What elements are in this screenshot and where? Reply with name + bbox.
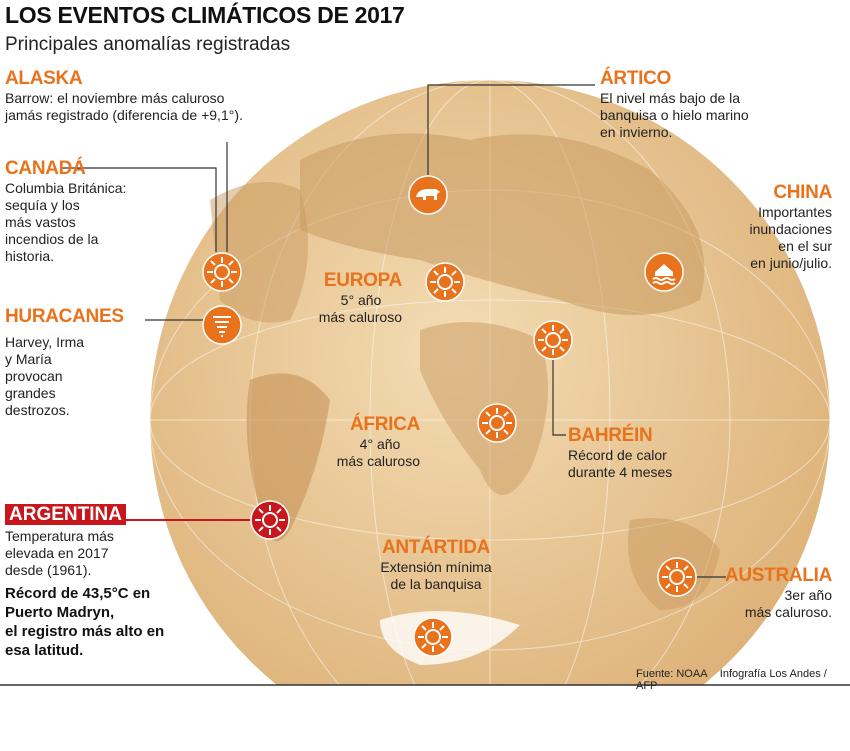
event-text: elevada en 2017 bbox=[5, 545, 109, 561]
event-africa: ÁFRICA 4° año más caluroso bbox=[300, 414, 421, 470]
sun-icon bbox=[533, 320, 573, 360]
polar-bear-icon bbox=[408, 175, 448, 215]
sun-icon bbox=[477, 403, 517, 443]
event-text: inundaciones bbox=[749, 221, 832, 237]
event-text: y María bbox=[5, 351, 52, 367]
flood-icon bbox=[644, 252, 684, 292]
footer-credits: Fuente: NOAA Infografía Los Andes / AFP bbox=[636, 668, 850, 692]
event-china: CHINA Importantes inundaciones en el sur… bbox=[749, 182, 832, 272]
event-text: destrozos. bbox=[5, 402, 70, 418]
event-antartida: ANTÁRTIDA Extensión mínima de la banquis… bbox=[366, 537, 506, 593]
event-title: ALASKA bbox=[5, 68, 83, 89]
event-text: en invierno. bbox=[600, 124, 673, 140]
event-title: EUROPA bbox=[323, 270, 402, 291]
event-title: HURACANES bbox=[5, 306, 124, 327]
event-title: BAHRÉIN bbox=[568, 425, 653, 446]
event-text: 5° año bbox=[340, 292, 382, 308]
event-australia: AUSTRALIA 3er año más caluroso. bbox=[725, 565, 832, 621]
event-text: 3er año bbox=[784, 587, 832, 603]
event-huracanes: HURACANES Harvey, Irma y María provocan … bbox=[5, 306, 124, 419]
event-text: jamás registrado (diferencia de +9,1°). bbox=[5, 107, 243, 123]
event-title: ÁRTICO bbox=[600, 68, 672, 89]
event-highlight: Récord de 43,5°C en bbox=[5, 585, 151, 602]
event-text: Extensión mínima bbox=[380, 559, 492, 575]
event-text: en junio/julio. bbox=[750, 255, 832, 271]
event-title: ÁFRICA bbox=[350, 414, 420, 435]
event-text: grandes bbox=[5, 385, 56, 401]
event-text: Columbia Británica: bbox=[5, 180, 127, 196]
page-subtitle: Principales anomalías registradas bbox=[5, 34, 291, 55]
sun-icon bbox=[425, 262, 465, 302]
event-alaska: ALASKA Barrow: el noviembre más caluroso… bbox=[5, 68, 243, 124]
event-highlight: el registro más alto en bbox=[5, 623, 165, 640]
event-highlight: esa latitud. bbox=[5, 642, 84, 659]
event-title: CANADÁ bbox=[5, 158, 86, 179]
event-text: Récord de calor bbox=[568, 447, 667, 463]
event-highlight: Puerto Madryn, bbox=[5, 604, 115, 621]
event-text: historia. bbox=[5, 248, 55, 264]
event-europa: EUROPA 5° año más caluroso bbox=[300, 270, 403, 326]
source-text: Fuente: NOAA bbox=[636, 668, 708, 680]
event-artico: ÁRTICO El nivel más bajo de la banquisa … bbox=[600, 68, 749, 141]
event-text: de la banquisa bbox=[390, 576, 482, 592]
event-argentina: ARGENTINA Temperatura más elevada en 201… bbox=[5, 504, 164, 660]
event-text: sequía y los bbox=[5, 197, 80, 213]
event-text: más caluroso. bbox=[744, 604, 832, 620]
event-title: ARGENTINA bbox=[5, 504, 126, 525]
sun-icon bbox=[657, 557, 697, 597]
argentina-sun-icon bbox=[250, 500, 290, 540]
event-text: durante 4 meses bbox=[568, 464, 673, 480]
event-canada: CANADÁ Columbia Británica: sequía y los … bbox=[5, 158, 126, 265]
event-text: más vastos bbox=[5, 214, 76, 230]
event-text: incendios de la bbox=[5, 231, 99, 247]
event-title: ANTÁRTIDA bbox=[381, 537, 491, 558]
event-text: desde (1961). bbox=[5, 562, 92, 578]
sun-icon bbox=[202, 252, 242, 292]
event-text: 4° año bbox=[359, 436, 401, 452]
event-text: en el sur bbox=[778, 238, 832, 254]
event-text: Barrow: el noviembre más caluroso bbox=[5, 90, 225, 106]
event-text: banquisa o hielo marino bbox=[600, 107, 749, 123]
credit-text: Infografía Los Andes / AFP bbox=[636, 668, 827, 692]
sun-icon bbox=[413, 617, 453, 657]
event-text: más caluroso bbox=[336, 453, 420, 469]
event-title: AUSTRALIA bbox=[724, 565, 832, 586]
event-text: El nivel más bajo de la bbox=[600, 90, 741, 106]
page-title: LOS EVENTOS CLIMÁTICOS DE 2017 bbox=[5, 2, 405, 28]
event-title: CHINA bbox=[773, 182, 832, 203]
event-text: Temperatura más bbox=[5, 528, 114, 544]
event-text: Harvey, Irma bbox=[5, 334, 85, 350]
event-text: provocan bbox=[5, 368, 63, 384]
event-text: Importantes bbox=[758, 204, 832, 220]
event-text: más caluroso bbox=[318, 309, 402, 325]
event-bahrein: BAHRÉIN Récord de calor durante 4 meses bbox=[568, 425, 672, 481]
hurricane-icon bbox=[202, 305, 242, 345]
